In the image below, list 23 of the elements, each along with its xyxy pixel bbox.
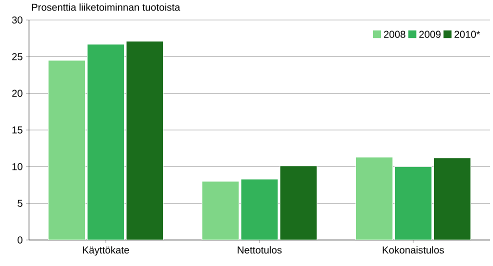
y-tick-label: 30 — [12, 16, 22, 24]
bar — [48, 60, 86, 240]
x-tick-label: Käyttökate — [83, 246, 130, 256]
bar — [433, 158, 471, 240]
y-tick-label: 25 — [12, 53, 22, 60]
y-tick-label: 5 — [18, 200, 22, 207]
bar — [240, 178, 278, 240]
bar — [355, 156, 393, 240]
chart-title: Prosenttia liiketoiminnan tuotoista — [32, 3, 180, 11]
y-tick-label: 10 — [12, 163, 22, 170]
x-tick-label: Kokonaistulos — [382, 246, 444, 254]
x-tick-label: Nettotulos — [238, 246, 282, 254]
bar — [280, 166, 318, 240]
legend-label: 2009 — [419, 30, 441, 38]
legend-label: 2010* — [454, 30, 480, 38]
y-tick-label: 15 — [12, 126, 22, 134]
bar — [87, 44, 125, 240]
y-tick-label: 0 — [18, 236, 22, 244]
bar — [126, 41, 164, 240]
y-tick-label: 20 — [12, 90, 22, 97]
bar — [202, 181, 240, 240]
legend-label: 2008 — [384, 30, 406, 38]
bar — [394, 166, 432, 240]
